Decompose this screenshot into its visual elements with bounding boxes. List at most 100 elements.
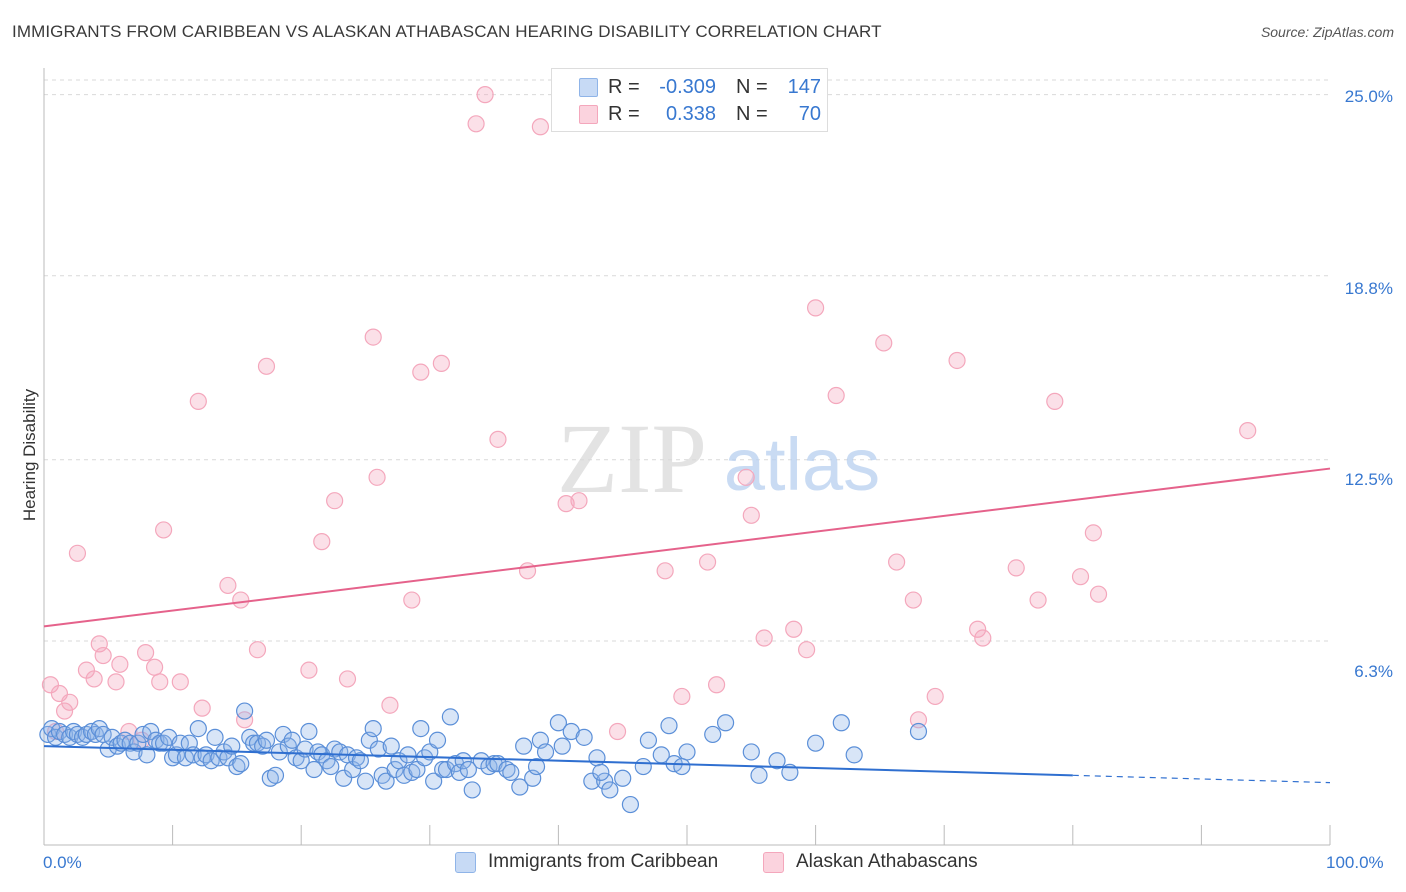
athabascan-point [171, 673, 189, 691]
caribbean-point [909, 722, 928, 741]
athabascan-point [1046, 392, 1064, 410]
athabascan-point [974, 629, 992, 647]
caribbean-point [716, 714, 735, 732]
caribbean-point [768, 752, 786, 770]
athabascan-point [797, 641, 816, 659]
y-tick-label-12-5: 12.5% [1344, 470, 1393, 489]
athabascan-point [41, 676, 60, 694]
series-alaskan-athabascans [41, 86, 1257, 749]
legend-n-value: 70 [798, 102, 821, 125]
caribbean-point [386, 760, 404, 779]
legend-n-label: N = [736, 102, 768, 125]
athabascan-trend-line [43, 467, 1331, 628]
athabascan-point [300, 661, 318, 679]
source-label: Source: ZipAtlas.com [1260, 24, 1394, 40]
caribbean-point [614, 769, 632, 787]
caribbean-point [138, 746, 156, 764]
legend-swatch-caribbean [455, 851, 476, 873]
athabascan-point [55, 702, 74, 720]
athabascan-point [257, 357, 276, 375]
athabascan-point [219, 576, 237, 595]
caribbean-point [742, 743, 760, 761]
x-axis-max-label: 100.0% [1326, 853, 1384, 872]
caribbean-point [660, 717, 678, 735]
caribbean-point [673, 757, 691, 776]
watermark-zip: ZIP [557, 403, 707, 514]
x-ticks [43, 825, 1331, 845]
caribbean-point [129, 734, 147, 752]
y-tick-label-18-8: 18.8% [1344, 279, 1393, 298]
y-axis-title: Hearing Disability [20, 388, 39, 522]
legend-n-label: N = [736, 75, 768, 98]
y-tick-label-6-3: 6.3% [1354, 662, 1393, 681]
caribbean-point [750, 766, 768, 784]
caribbean-point [68, 725, 87, 744]
athabascan-point [236, 711, 254, 729]
legend-item-caribbean: Immigrants from Caribbean [455, 851, 718, 873]
athabascan-point [432, 354, 450, 372]
legend-label-caribbean: Immigrants from Caribbean [488, 851, 719, 872]
caribbean-point [634, 757, 652, 776]
athabascan-point [326, 492, 344, 510]
caribbean-point [639, 731, 658, 749]
caribbean-point [369, 740, 387, 758]
legend-swatch-caribbean [579, 77, 598, 97]
caribbean-point [189, 719, 207, 738]
athabascan-point [888, 553, 906, 571]
athabascan-point [1029, 591, 1047, 609]
athabascan-point [232, 591, 250, 609]
legend-swatch-athabascan [763, 851, 784, 873]
athabascan-point [1239, 421, 1257, 440]
series-immigrants-from-caribbean [39, 702, 928, 814]
caribbean-point [553, 737, 571, 755]
caribbean-point [283, 731, 301, 749]
athabascan-point [707, 676, 726, 694]
athabascan-point [969, 620, 987, 638]
caribbean-point [441, 708, 459, 726]
caribbean-point [454, 752, 472, 770]
athabascan-point [570, 492, 588, 510]
athabascan-point [827, 386, 845, 405]
caribbean-point [536, 743, 555, 761]
caribbean-point [583, 772, 601, 790]
caribbean-point [437, 760, 456, 779]
caribbean-point [806, 734, 825, 752]
caribbean-point [621, 795, 640, 814]
athabascan-point [68, 544, 87, 562]
caribbean-point [364, 719, 382, 738]
caribbean-point [351, 752, 369, 770]
caribbean-point [845, 746, 863, 764]
legend-r-value: 0.338 [665, 102, 716, 125]
legend-swatch-athabascan [579, 104, 598, 124]
series-legend: Immigrants from Caribbean Alaskan Athaba… [0, 851, 1406, 877]
caribbean-point [300, 722, 318, 741]
athabascan-point [742, 506, 760, 524]
caribbean-point [403, 763, 421, 782]
caribbean-point [463, 781, 481, 799]
caribbean-point [377, 772, 395, 790]
legend-r-value: -0.309 [659, 75, 716, 98]
athabascan-point [189, 392, 207, 410]
athabascan-point [368, 468, 386, 486]
caribbean-point [322, 757, 340, 776]
athabascan-point [412, 363, 430, 381]
caribbean-point [232, 755, 250, 773]
caribbean-point [515, 737, 533, 755]
x-axis-min-label: 0.0% [43, 853, 82, 872]
athabascan-point [909, 711, 928, 729]
legend-r-label: R = [608, 102, 640, 125]
legend-row-caribbean: R = -0.309 N = 147 [552, 74, 821, 100]
caribbean-point [266, 766, 285, 784]
athabascan-point [948, 351, 966, 370]
athabascan-point [467, 115, 485, 133]
caribbean-point [601, 781, 619, 799]
caribbean-point [257, 731, 276, 749]
caribbean-point [399, 746, 417, 764]
athabascan-point [154, 521, 173, 539]
gridlines [44, 79, 1330, 642]
athabascan-point [61, 693, 79, 711]
trend-lines [43, 467, 1331, 784]
athabascan-point [698, 553, 717, 571]
athabascan-point [313, 533, 331, 551]
